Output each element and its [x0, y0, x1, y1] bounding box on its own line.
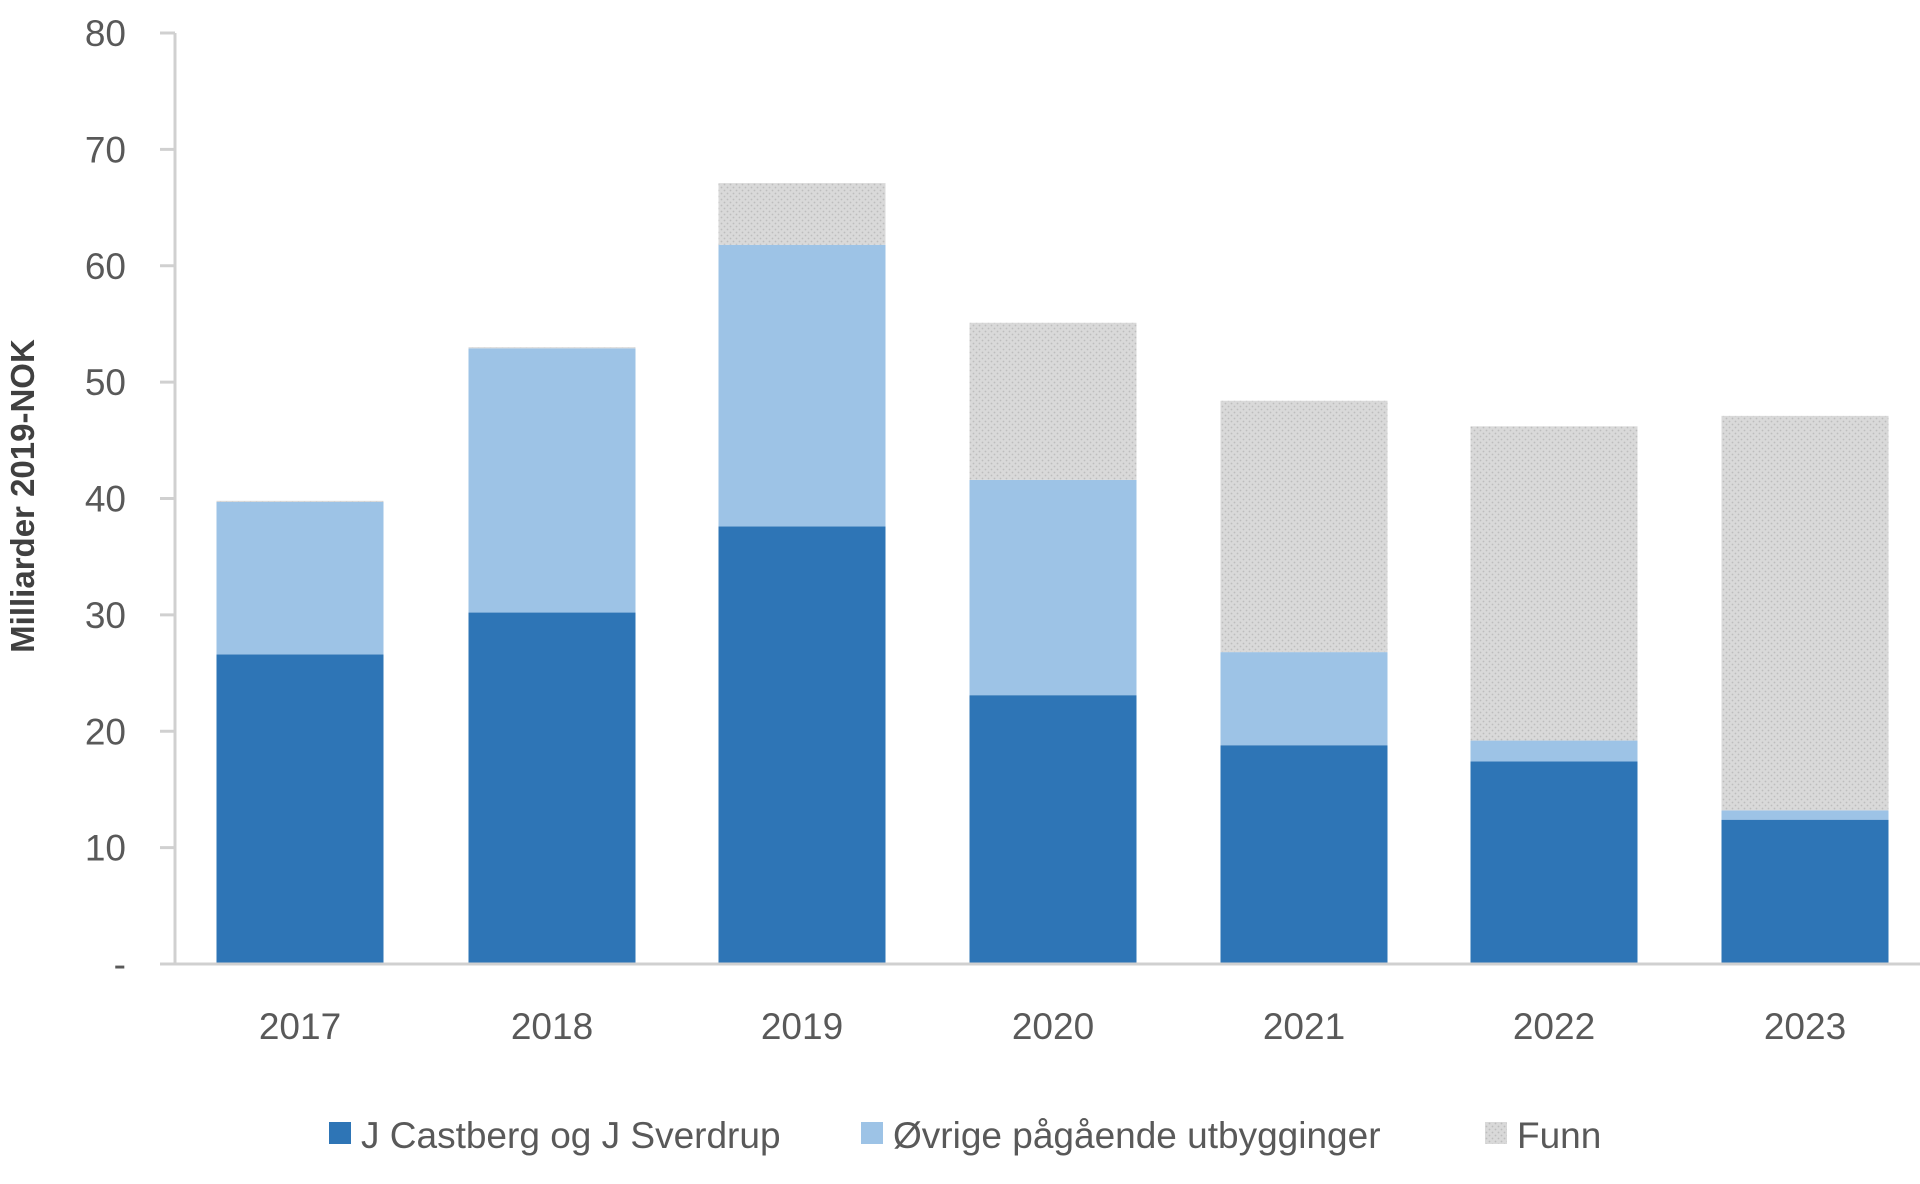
bar-segment-2021-series-1	[1220, 652, 1388, 746]
bar-segment-2018-series-2	[468, 347, 636, 349]
x-tick-label: 2020	[1012, 1006, 1094, 1047]
bar-segment-2017-series-1	[216, 501, 384, 655]
bar-segment-2018-series-0	[468, 612, 636, 964]
bar-segment-2023-series-2	[1721, 415, 1889, 811]
y-tick-label: 40	[85, 479, 126, 520]
bar-segment-2022-series-0	[1470, 761, 1638, 964]
bar-segment-2020-series-1	[969, 479, 1137, 696]
x-tick-label: 2018	[511, 1006, 593, 1047]
y-axis-ticks: - 10 20 30 40 50 60 70 80	[85, 13, 175, 985]
bar-segment-2017-series-0	[216, 654, 384, 964]
x-tick-label: 2021	[1263, 1006, 1345, 1047]
bar-segment-2019-series-2	[718, 183, 886, 245]
x-tick-label: 2019	[761, 1006, 843, 1047]
bar-segment-2020-series-2	[969, 322, 1137, 480]
y-tick-label: 10	[85, 828, 126, 869]
bar-segment-2021-series-0	[1220, 745, 1388, 964]
bar-segment-2022-series-1	[1470, 740, 1638, 762]
bar-segment-2018-series-1	[468, 348, 636, 613]
bar-segment-2021-series-2	[1220, 400, 1388, 653]
legend-swatch	[1485, 1122, 1507, 1144]
bar-segment-2019-series-1	[718, 244, 886, 527]
legend-label: Øvrige pågående utbygginger	[893, 1115, 1381, 1156]
y-axis-title: Milliarder 2019-NOK	[4, 339, 41, 653]
y-tick-label: 20	[85, 711, 126, 752]
x-tick-label: 2023	[1764, 1006, 1846, 1047]
bar-segment-2023-series-0	[1721, 819, 1889, 964]
legend: J Castberg og J Sverdrup Øvrige pågående …	[329, 1115, 1601, 1156]
legend-swatch	[861, 1122, 883, 1144]
bars	[216, 183, 1889, 964]
x-tick-label: 2017	[259, 1006, 341, 1047]
x-tick-label: 2022	[1513, 1006, 1595, 1047]
bar-segment-2019-series-0	[718, 526, 886, 964]
legend-swatch	[329, 1122, 351, 1144]
bar-segment-2023-series-1	[1721, 810, 1889, 820]
legend-label: J Castberg og J Sverdrup	[361, 1115, 781, 1156]
y-tick-label: 70	[85, 129, 126, 170]
bar-segment-2017-series-2	[216, 500, 384, 502]
y-tick-label: 50	[85, 362, 126, 403]
y-tick-label: 30	[85, 595, 126, 636]
x-axis-ticks: 2017 2018 2019 2020 2021 2022 2023	[259, 1006, 1846, 1047]
y-tick-label: 60	[85, 246, 126, 287]
y-tick-label: 80	[85, 13, 126, 54]
legend-label: Funn	[1517, 1115, 1601, 1156]
y-tick-label: -	[114, 944, 126, 985]
bar-segment-2020-series-0	[969, 695, 1137, 964]
bar-segment-2022-series-2	[1470, 426, 1638, 741]
